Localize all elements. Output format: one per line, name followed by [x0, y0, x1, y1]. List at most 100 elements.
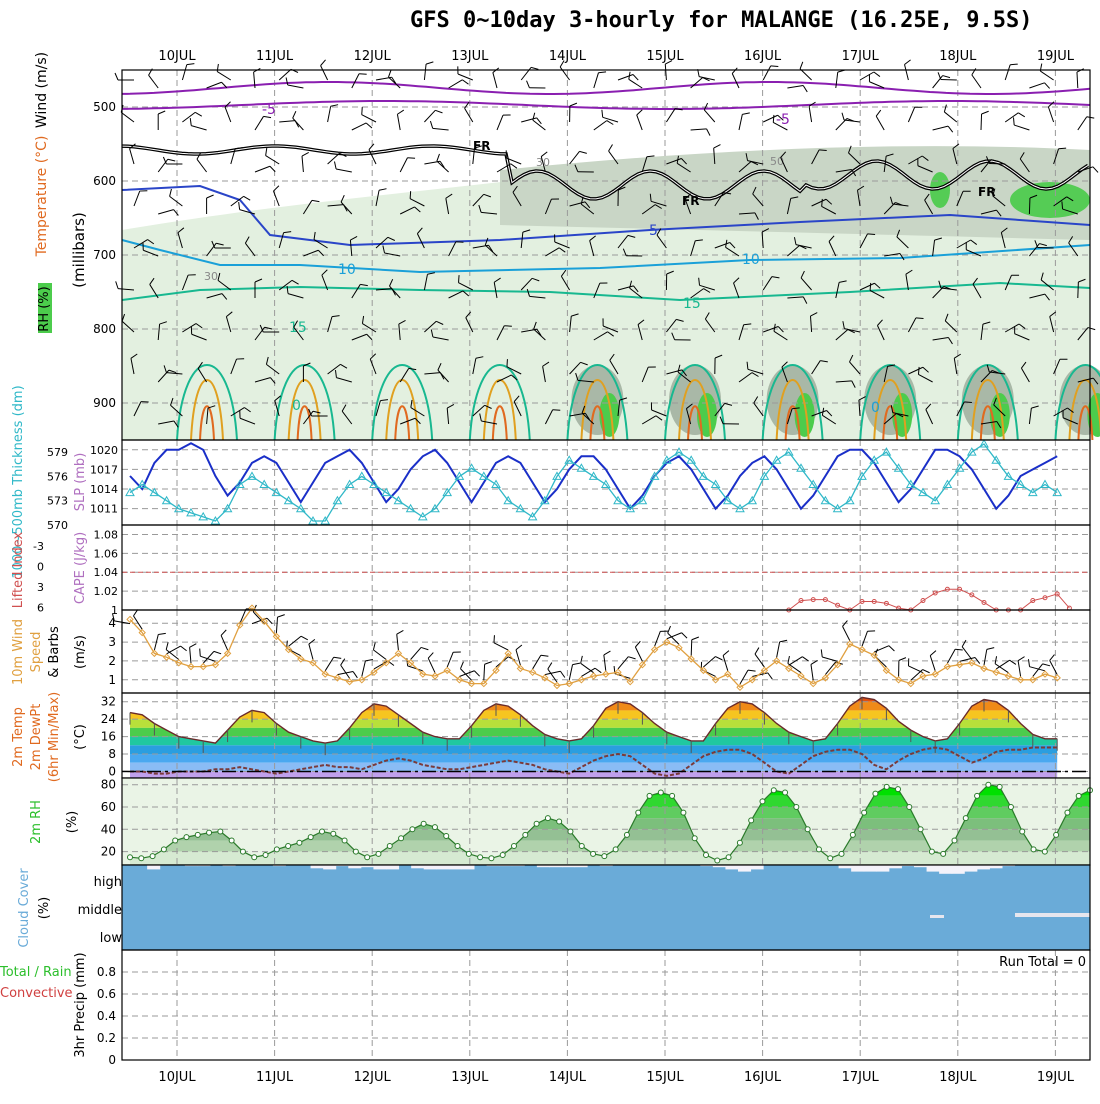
- wind10-barb-29: [484, 661, 492, 680]
- rh-point-16: [308, 835, 313, 840]
- rh-point-36: [534, 821, 539, 826]
- rh-point-18: [331, 831, 336, 836]
- wind10-barb-58-flag: [819, 649, 824, 657]
- rh-point-70: [918, 827, 923, 832]
- upper-wind-barb-8-flag: [319, 60, 327, 66]
- contour-15-label-2: 15: [289, 320, 307, 336]
- fr-label-3: FR: [978, 185, 995, 199]
- temp-tick-0: 0: [108, 764, 116, 778]
- bottom-day-label-3: 13JUL: [451, 1070, 489, 1085]
- chart-title: GFS 0~10day 3-hourly for MALANGE (16.25E…: [410, 8, 1033, 33]
- precip-frame: [122, 950, 1090, 1060]
- cloud-high-gap-20: [373, 865, 386, 869]
- wind10-barb-18: [339, 659, 355, 679]
- precip-ylabel-part-0: 3hr Precip (mm): [73, 952, 88, 1057]
- wind10-barb-73-flag: [1018, 657, 1025, 661]
- rh-point-10: [240, 849, 245, 854]
- wind10-barb-25-flag: [427, 653, 435, 659]
- wind10-barb-71-shaft: [996, 660, 1009, 669]
- bottom-day-label-4: 14JUL: [549, 1070, 587, 1085]
- rh-point-67: [884, 784, 889, 789]
- wind10-barb-66-shaft: [930, 656, 935, 671]
- rh-point-30: [466, 851, 471, 856]
- upper-air-tick-0: 500: [93, 100, 116, 114]
- rh-tick-2: 60: [101, 800, 116, 814]
- rh-point-15: [297, 840, 302, 845]
- upper-wind-barb-200-flag: [115, 281, 119, 288]
- rh-point-78: [1008, 805, 1013, 810]
- cloud-base: [122, 865, 1090, 950]
- wind10-barb-18-shaft: [341, 665, 350, 678]
- wind10-barb-66-flag: [929, 651, 937, 656]
- wind10-barb-8-flag: [220, 630, 228, 636]
- wind10-barb-11-shaft: [253, 612, 264, 624]
- top-day-label-9: 19JUL: [1037, 49, 1075, 64]
- temp-bands: [122, 693, 1090, 778]
- wind10-barb-5: [189, 644, 198, 664]
- temp-label-3-part-0: (6hr Min/Max): [47, 692, 62, 782]
- wind10-barb-32-flag: [515, 645, 523, 650]
- rh-point-28: [444, 834, 449, 839]
- slp-label: SLP (mb): [73, 453, 88, 512]
- top-day-label-6: 16JUL: [744, 49, 782, 64]
- slp-tick-3: 1011: [90, 503, 118, 516]
- wind10-barb-50-flag: [748, 668, 756, 674]
- rh-point-12: [263, 852, 268, 857]
- rh-point-35: [523, 832, 528, 837]
- wind10-barb-61-flag: [889, 645, 894, 653]
- li-label-part-0: Lifted Index: [11, 531, 26, 608]
- thickness-tick-3: 570: [47, 519, 68, 532]
- wind10-barb-54-flag: [802, 655, 808, 663]
- upper-wind-barb-12-flag: [426, 61, 433, 65]
- cape-frame: [122, 525, 1090, 610]
- upper-wind-barb-239-shaft: [1078, 282, 1079, 298]
- wind10-barb-3-shaft: [167, 646, 181, 654]
- wind10-barb-16-shaft: [325, 657, 333, 671]
- wind10-barb-70-shaft: [984, 649, 987, 665]
- rh-point-33: [500, 852, 505, 857]
- wind10-barb-65-flag: [906, 658, 912, 666]
- rh-point-56: [760, 799, 765, 804]
- contour-10-label: 10: [338, 262, 356, 278]
- upper-air-rh-label-part-0: RH (%): [37, 286, 52, 331]
- rh-point-4: [173, 838, 178, 843]
- wind10-barb-3-flag: [181, 645, 187, 653]
- bottom-day-label-6: 16JUL: [744, 1070, 782, 1085]
- precip-tick-1: 0.2: [97, 1031, 116, 1045]
- cloud-level-high: high: [94, 875, 122, 890]
- wind10-barb-54-shaft: [789, 657, 803, 665]
- wind10-barb-52-flag: [753, 648, 760, 655]
- temp-band-8: [122, 763, 1090, 772]
- rh-label-2-part-0: (%): [65, 811, 80, 834]
- rh-point-17: [320, 829, 325, 834]
- wind10-barb-28-flag: [458, 662, 465, 669]
- wind10-barb-36-flag: [573, 662, 580, 666]
- rh-label-1-part-0: 2m RH: [29, 800, 44, 844]
- slp-tick-2: 1014: [90, 483, 118, 496]
- precip-left-label-1: Total / Rain: [0, 965, 72, 980]
- top-day-label-8: 18JUL: [939, 49, 977, 64]
- rh-point-63: [839, 851, 844, 856]
- wind10-barb-58: [819, 649, 839, 661]
- wind10-label-3: & Barbs: [47, 626, 62, 678]
- upper-wind-barb-116-shaft: [989, 163, 1005, 164]
- bottom-day-label-0: 10JUL: [158, 1070, 196, 1085]
- wind10-barb-51-flag: [768, 672, 772, 679]
- upper-wind-barb-119-flag: [1093, 166, 1098, 174]
- wind10-barb-70: [984, 646, 994, 666]
- wind10-barb-21-shaft: [373, 650, 386, 660]
- wind10-frame: [122, 610, 1090, 693]
- rh-point-20: [353, 849, 358, 854]
- wind10-barb-60-shaft: [862, 631, 867, 646]
- wind10-barb-43-shaft: [655, 631, 661, 646]
- temp-tick-4: 32: [101, 695, 116, 709]
- top-day-label-3: 13JUL: [451, 49, 489, 64]
- wind10-barb-73-shaft: [1018, 661, 1021, 677]
- wind10-barb-33: [533, 653, 549, 673]
- upper-air-temp-label: Temperature (°C): [34, 136, 50, 258]
- bottom-day-label-5: 15JUL: [646, 1070, 684, 1085]
- wind10-barb-34-shaft: [545, 671, 561, 674]
- temp-label-3: (6hr Min/Max): [47, 692, 62, 782]
- upper-air-ylabel: (millibars): [70, 212, 88, 288]
- wind10-tick-2: 3: [108, 635, 116, 649]
